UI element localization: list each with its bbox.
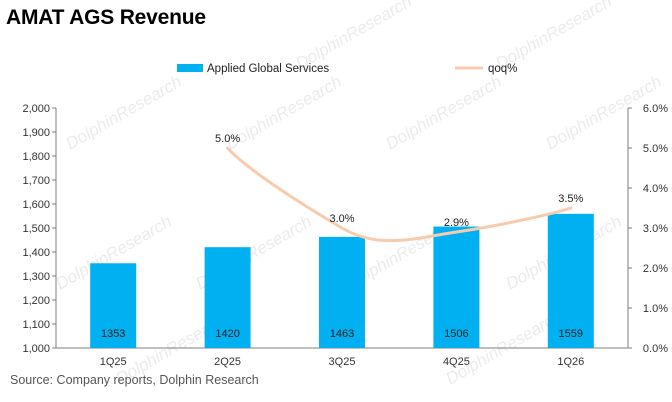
bar-1Q26	[547, 213, 594, 348]
y-right-tick-label: 2.0%	[643, 263, 668, 275]
y-right-ticks: 0.0% 1.0% 2.0% 3.0% 4.0% 5.0% 6.0%	[628, 103, 668, 355]
y-left-tick-label: 1,200	[22, 295, 50, 307]
y-left-tick-label: 1,000	[22, 343, 50, 355]
bars	[90, 213, 594, 348]
qoq-line	[226, 146, 573, 243]
qoq-point-label: 3.5%	[558, 193, 583, 205]
qoq-point-label: 5.0%	[215, 133, 240, 145]
y-right-tick-label: 1.0%	[643, 303, 668, 315]
bar-labels: 1353 1420 1463 1506 1559	[101, 328, 583, 340]
legend-label-line: qoq%	[488, 63, 517, 75]
watermark-text: DolphinResearch	[63, 72, 185, 154]
y-left-tick-label: 1,700	[22, 175, 50, 187]
y-right-tick-label: 3.0%	[643, 223, 668, 235]
y-left-tick-label: 1,400	[22, 247, 50, 259]
bar-value-label: 1506	[444, 328, 468, 340]
legend-swatch-bar	[177, 64, 203, 72]
legend-label-bar: Applied Global Services	[207, 63, 329, 75]
line-series: 5.0% 3.0% 2.9% 3.5%	[215, 133, 584, 243]
y-left-tick-label: 1,600	[22, 199, 50, 211]
y-left-tick-label: 1,500	[22, 223, 50, 235]
bar-2Q25	[204, 247, 251, 348]
qoq-point-label: 3.0%	[329, 213, 354, 225]
bar-value-label: 1420	[215, 328, 239, 340]
y-right-tick-label: 6.0%	[643, 103, 668, 115]
y-right-tick-label: 0.0%	[643, 343, 668, 355]
x-tick-label: 1Q25	[100, 356, 127, 368]
watermark-text: DolphinResearch	[383, 72, 505, 154]
chart-title: AMAT AGS Revenue	[6, 6, 206, 29]
y-left-tick-label: 1,800	[22, 151, 50, 163]
y-right-tick-label: 5.0%	[643, 143, 668, 155]
qoq-point-label: 2.9%	[444, 217, 469, 229]
source-note: Source: Company reports, Dolphin Researc…	[10, 373, 259, 387]
watermark-text: DolphinResearch	[223, 72, 345, 154]
x-axis-ticks: 1Q25 2Q25 3Q25 4Q25 1Q26	[100, 356, 585, 368]
x-tick-label: 4Q25	[443, 356, 470, 368]
y-left-tick-label: 1,100	[22, 319, 50, 331]
y-left-tick-label: 1,300	[22, 271, 50, 283]
bar-value-label: 1463	[330, 328, 354, 340]
bar-value-label: 1559	[559, 328, 583, 340]
x-tick-label: 1Q26	[557, 356, 584, 368]
bar-1Q25	[90, 263, 137, 348]
x-tick-label: 2Q25	[214, 356, 241, 368]
x-tick-label: 3Q25	[329, 356, 356, 368]
bar-4Q25	[433, 226, 480, 348]
legend: Applied Global Services qoq%	[177, 63, 517, 75]
y-left-tick-label: 1,900	[22, 127, 50, 139]
y-right-tick-label: 4.0%	[643, 183, 668, 195]
bar-value-label: 1353	[101, 328, 125, 340]
bar-3Q25	[319, 236, 365, 348]
y-left-tick-label: 2,000	[22, 103, 50, 115]
y-left-ticks: 1,000 1,100 1,200 1,300 1,400 1,500 1,600 1,700…	[22, 103, 56, 355]
